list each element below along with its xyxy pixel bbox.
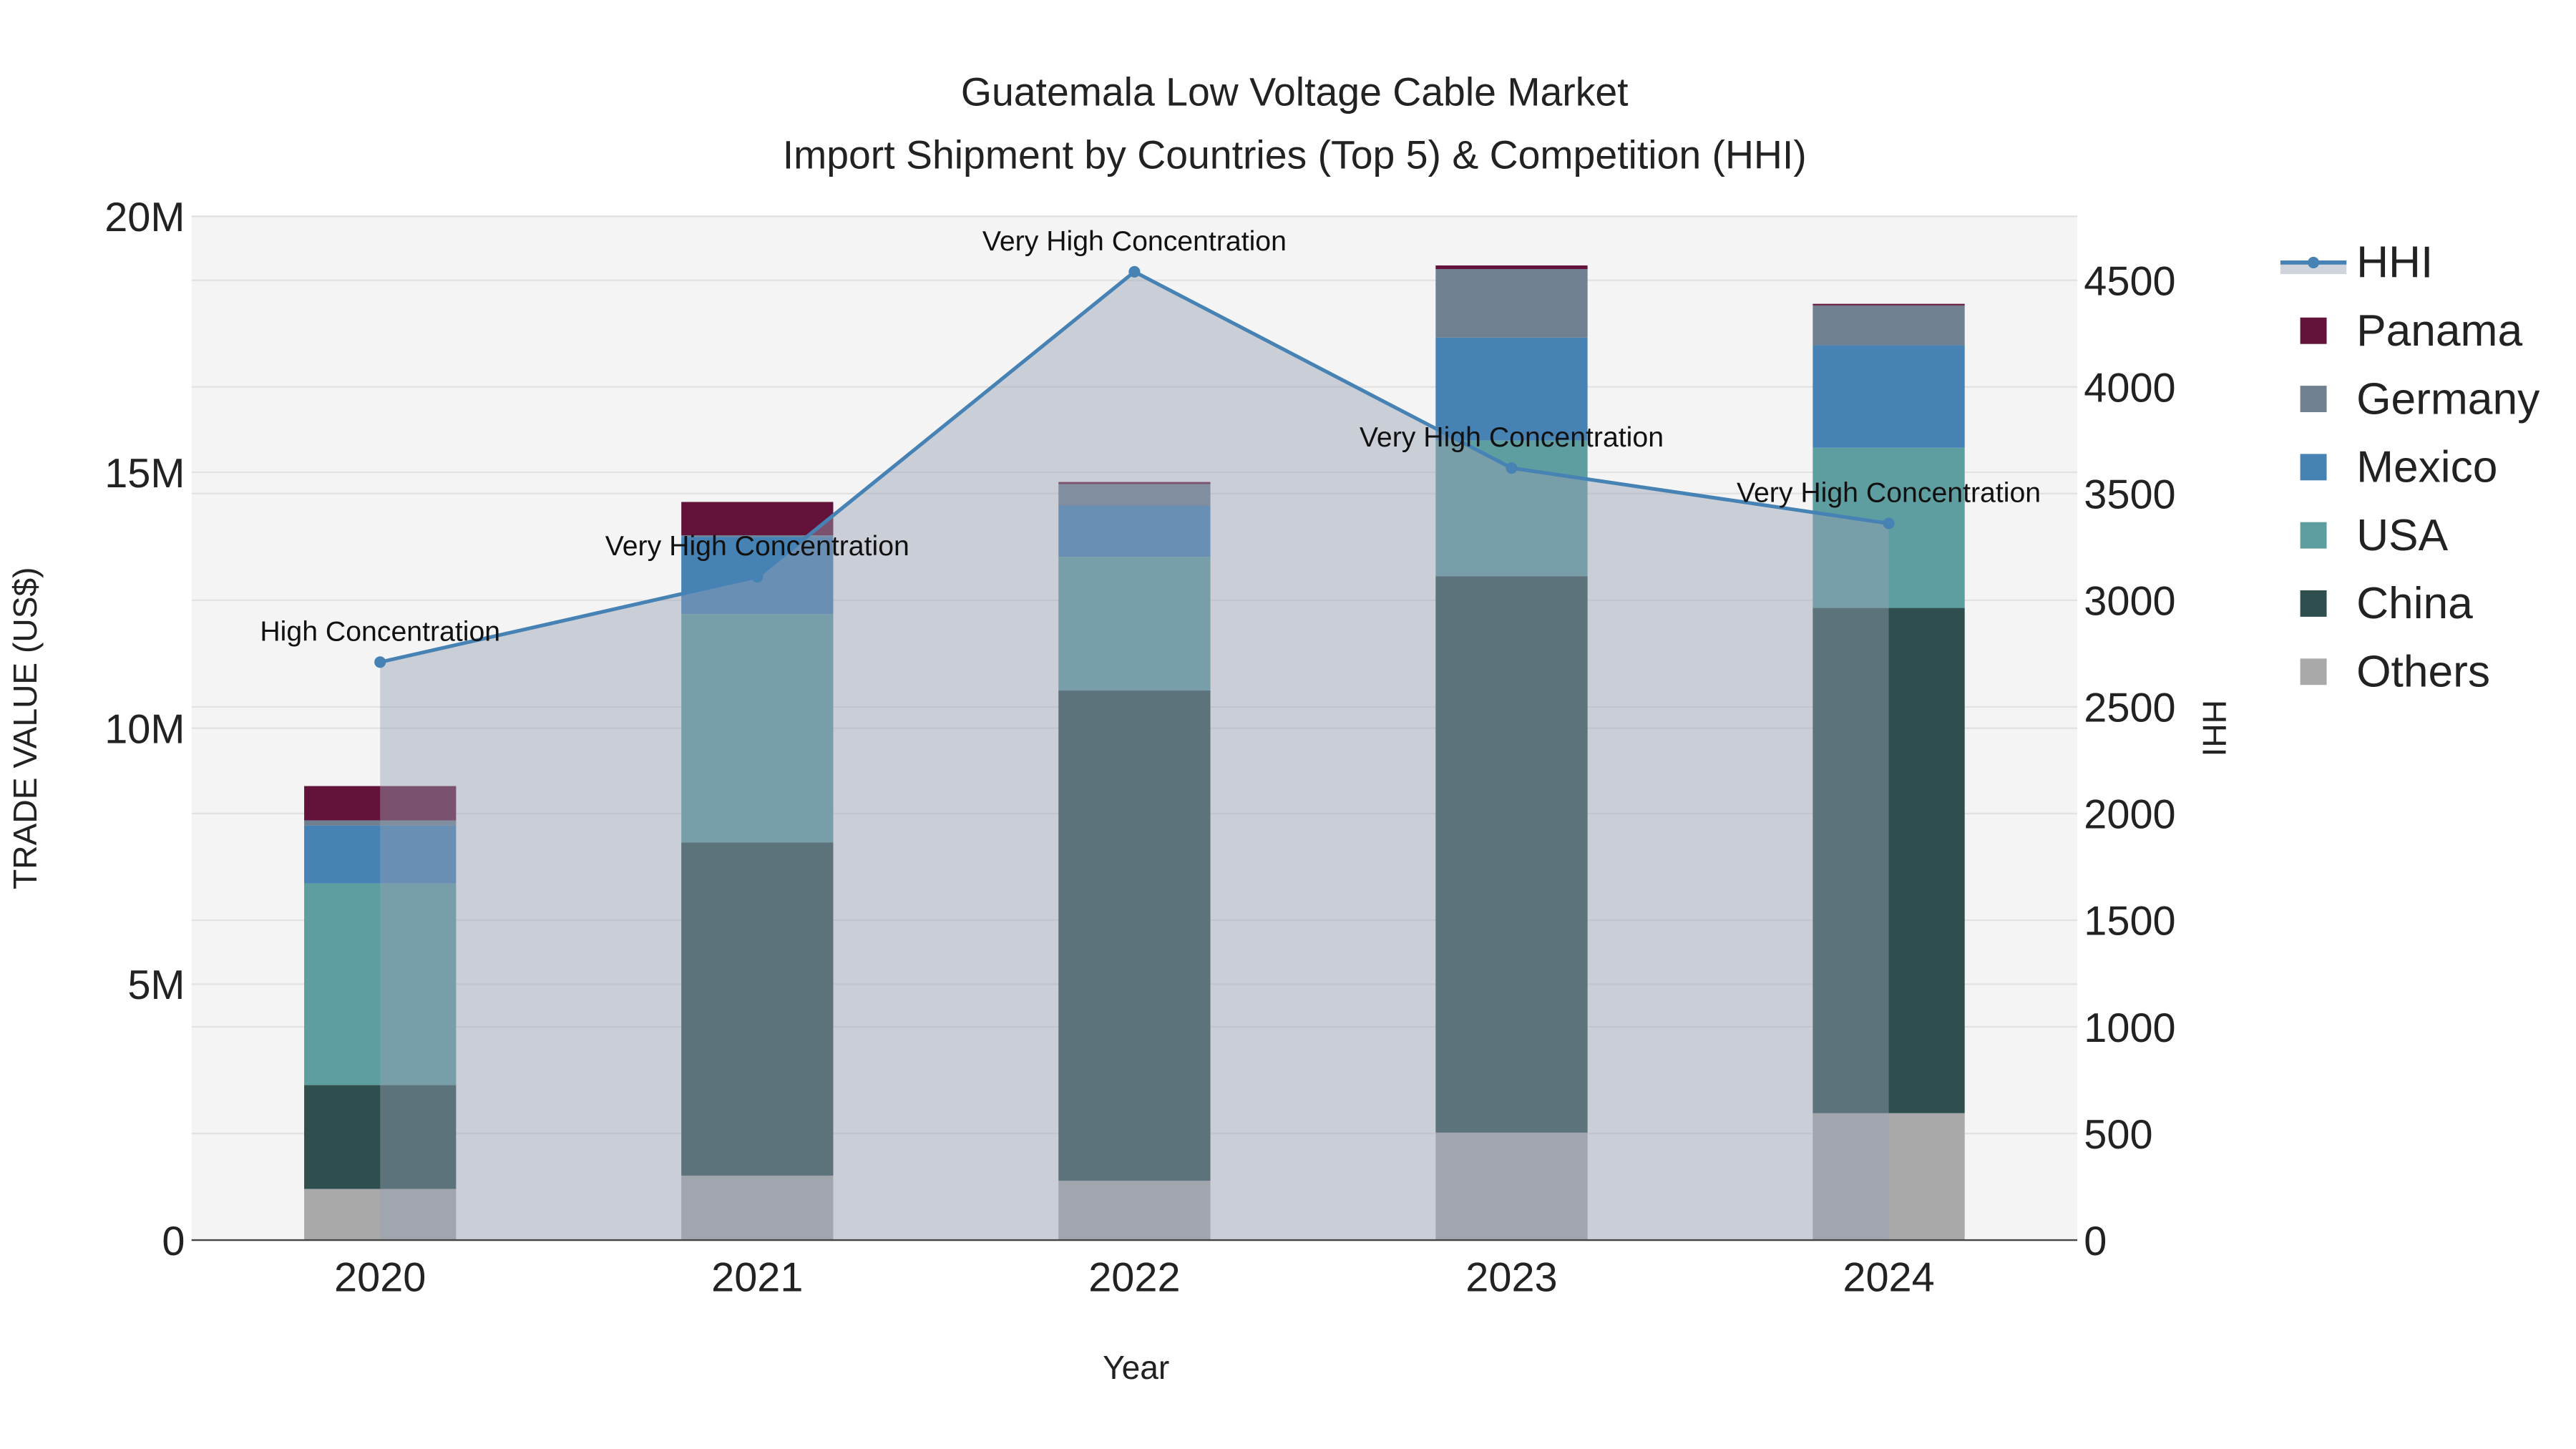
y2-tick-label: 4000 [2084,366,2175,411]
y2-tick-label: 500 [2084,1112,2152,1158]
bar-germany-2022 [1058,484,1211,506]
legend-swatch-panama [2300,317,2327,344]
bar-germany-2021 [681,535,834,537]
legend-swatch-hhi-marker [2308,256,2320,268]
bars [304,265,1965,1241]
hhi-point-2024 [1883,517,1895,530]
x-tick-label: 2021 [711,1255,803,1301]
y2-axis-title: HHI [2195,700,2233,756]
bar-mexico-2023 [1435,337,1588,441]
bar-china-2021 [681,842,834,1176]
chart-subtitle: Import Shipment by Countries (Top 5) & C… [783,132,1807,177]
legend-swatch-germany [2300,386,2327,412]
y-tick-label: 20M [104,195,185,240]
axis-ticks: 0 500 1000 1500 2000 2500 3000 3500 4000 4500 0 5M 1… [104,195,2175,1301]
bar-panama-2020 [304,786,457,821]
y2-tick-label: 2000 [2084,792,2175,838]
hhi-area [380,271,1889,1241]
y-tick-label: 0 [162,1219,185,1264]
x-axis-title: Year [1103,1349,1169,1386]
hhi-point-2022 [1128,265,1141,278]
legend-label-panama: Panama [2356,306,2522,356]
bar-panama-2022 [1058,482,1211,484]
y-axis-title: TRADE VALUE (US$) [6,567,44,889]
bar-china-2020 [304,1085,457,1189]
hhi-point-2021 [751,570,763,583]
y2-tick-label: 3000 [2084,579,2175,625]
bar-china-2024 [1813,608,1965,1113]
hhi-point-2023 [1506,462,1518,474]
bar-germany-2020 [304,820,457,826]
y-tick-label: 15M [104,451,185,497]
y-tick-label: 10M [104,706,185,752]
y2-tick-label: 2500 [2084,686,2175,731]
legend-swatch-china [2300,590,2327,617]
chart-title: Guatemala Low Voltage Cable Market [961,70,1629,114]
bar-mexico-2024 [1813,345,1965,448]
y2-tick-label: 1000 [2084,1005,2175,1051]
bar-others-2020 [304,1189,457,1241]
legend-label-china: China [2356,579,2473,628]
bar-panama-2024 [1813,303,1965,306]
hhi-annotation: High Concentration [260,615,500,647]
legend-label-hhi: HHI [2356,238,2433,288]
x-tick-label: 2023 [1465,1255,1557,1301]
bar-mexico-2020 [304,825,457,884]
x-tick-label: 2024 [1843,1255,1934,1301]
y2-tick-label: 3500 [2084,472,2175,518]
legend-swatch-mexico [2300,454,2327,481]
bar-others-2021 [681,1175,834,1241]
x-tick-label: 2022 [1088,1255,1180,1301]
hhi-annotation: Very High Concentration [1360,421,1664,453]
bar-usa-2021 [681,614,834,843]
legend: HHI Panama Germany Mexico USA China Others [2280,238,2540,697]
legend-label-germany: Germany [2356,374,2540,424]
bar-usa-2022 [1058,557,1211,691]
bar-others-2024 [1813,1113,1965,1241]
hhi-area-fill [380,271,1889,1241]
hhi-line: High Concentration Very High Concentratio… [260,225,2041,668]
hhi-annotation: Very High Concentration [982,225,1287,257]
x-tick-label: 2020 [334,1255,426,1301]
legend-label-usa: USA [2356,511,2449,560]
bar-panama-2021 [681,502,834,535]
bar-others-2023 [1435,1132,1588,1241]
bar-panama-2023 [1435,265,1588,269]
bar-usa-2020 [304,883,457,1085]
y2-tick-label: 1500 [2084,899,2175,945]
legend-label-mexico: Mexico [2356,443,2497,492]
bar-germany-2024 [1813,305,1965,346]
bar-china-2023 [1435,576,1588,1133]
bar-others-2022 [1058,1181,1211,1241]
y2-tick-label: 0 [2084,1219,2107,1264]
bar-mexico-2022 [1058,505,1211,557]
y-tick-label: 5M [127,962,185,1008]
hhi-annotation: Very High Concentration [605,530,909,562]
y2-tick-label: 4500 [2084,259,2175,305]
legend-label-others: Others [2356,648,2490,697]
hhi-point-2020 [374,656,386,668]
hhi-annotation: Very High Concentration [1737,477,2041,509]
bar-china-2022 [1058,690,1211,1181]
legend-swatch-others [2300,658,2327,686]
bar-germany-2023 [1435,268,1588,338]
legend-swatch-usa [2300,522,2327,549]
